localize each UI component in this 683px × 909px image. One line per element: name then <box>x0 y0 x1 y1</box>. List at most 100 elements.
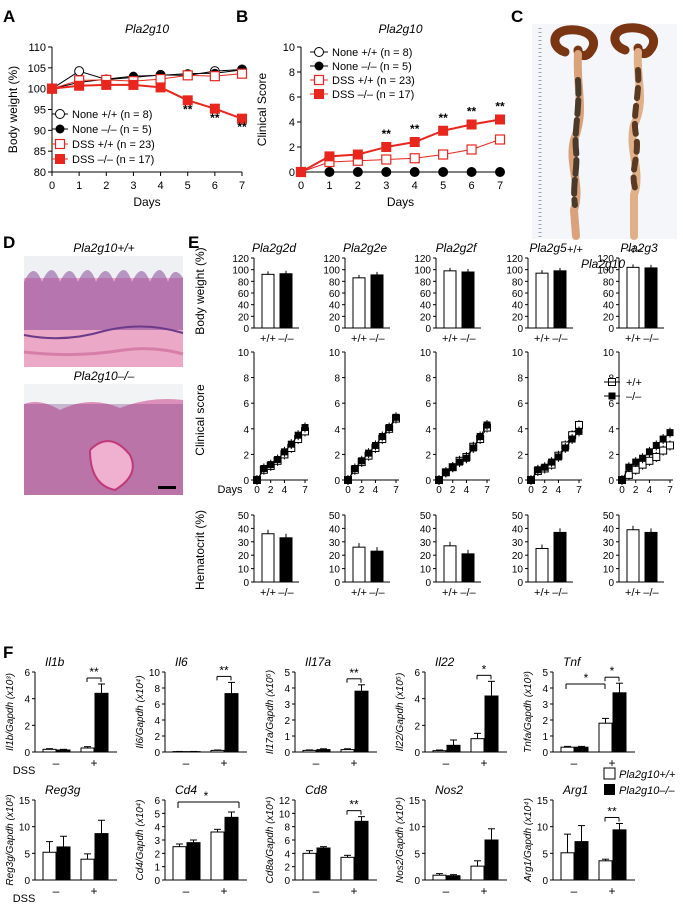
e-cs-point <box>378 432 386 440</box>
e-bw-tick-label: 40 <box>512 301 524 312</box>
legend-marker <box>314 61 324 71</box>
e-gene-title: Pla2g5 <box>529 241 567 255</box>
f-row2-tick-label: 6 <box>154 796 160 807</box>
e-cs-tick-label: 2 <box>517 450 523 461</box>
legend-marker <box>54 138 66 150</box>
panel-a-y-tick-label: 85 <box>34 146 46 158</box>
e-cs-point <box>462 454 470 462</box>
f-row2-bar <box>316 847 331 881</box>
e-cs-point <box>631 465 640 474</box>
f-row1-gene-title: Il22 <box>435 655 455 669</box>
f-row2-dss-group-label: + <box>480 884 487 898</box>
panel-b-x-tick-label: 2 <box>355 180 361 192</box>
f-row1-tick-label: 5 <box>542 668 548 679</box>
e-cs-x-tick-label: 0 <box>619 485 625 496</box>
e-hct-tick-label: 0 <box>517 578 523 589</box>
f-row1-bar <box>560 746 575 753</box>
e-cs-point <box>575 427 583 435</box>
f-row2-bar <box>186 842 201 881</box>
f-row1-significance2: * <box>584 671 589 685</box>
e-cs-tick-label: 4 <box>334 425 340 436</box>
panel-a-y-tick-label: 100 <box>28 84 46 96</box>
e-hct-tick-label: 0 <box>608 578 614 589</box>
panel-b-y-tick-label: 0 <box>289 167 295 179</box>
f-row1-tick-label: 3 <box>542 700 548 711</box>
e-cs-point <box>371 441 379 449</box>
f-row2-bar <box>42 851 57 881</box>
legend-label-a: None +/+ (n = 8) <box>72 109 152 121</box>
f-row2-bar <box>432 874 447 881</box>
e-genotype-label: +/+ <box>351 333 367 345</box>
panel-b-y-axis-label: Clinical Score <box>255 72 269 146</box>
e-bw-tick-label: 0 <box>425 324 431 335</box>
legend-label-b: DSS +/+ (n = 23) <box>332 75 415 87</box>
legend-label-b: None +/+ (n = 8) <box>332 47 412 59</box>
e-cs-x-tick-label: 0 <box>528 485 534 496</box>
panel-b-x-tick-label: 4 <box>412 180 418 192</box>
panel-label-b: B <box>236 7 248 26</box>
e-cs-tick-label: 10 <box>512 348 524 359</box>
f-row1-tick-label: 2 <box>154 732 160 743</box>
e-genotype-label: +/+ <box>351 587 367 599</box>
f-row2-tick-label: 5 <box>154 809 160 820</box>
e-cs-point <box>392 413 400 421</box>
e-bw-tick-label: 80 <box>238 277 250 288</box>
e-cs-point <box>442 468 450 476</box>
e-hct-tick-label: 20 <box>603 551 615 562</box>
e-bw-bar <box>279 273 293 329</box>
panel-a-data-point <box>128 79 139 90</box>
e-bw-tick-label: 100 <box>414 266 431 277</box>
e-bw-tick-label: 80 <box>420 277 432 288</box>
colon-label-ko: –/– <box>626 244 642 256</box>
f-row2-dss-group-label: – <box>571 884 578 898</box>
histology-label-wt: Pla2g10+/+ <box>73 241 134 255</box>
e-cs-tick-label: 2 <box>243 450 249 461</box>
panel-label-a: A <box>3 7 15 26</box>
legend-marker <box>314 47 324 57</box>
e-cs-tick-label: 10 <box>603 348 615 359</box>
e-bw-tick-label: 60 <box>603 289 615 300</box>
e-bw-bar <box>461 271 475 329</box>
panel-a-x-tick-label: 4 <box>158 180 164 192</box>
f-row1-tick-label: 0 <box>542 748 548 759</box>
e-genotype-label: +/+ <box>534 333 550 345</box>
e-cs-x-tick-label: 7 <box>393 485 399 496</box>
panel-a-data-point <box>155 73 166 85</box>
panel-a-x-axis-label: Days <box>133 195 160 209</box>
f-row1-bar <box>446 744 461 753</box>
e-bw-bar <box>626 266 640 329</box>
e-bw-tick-label: 0 <box>243 324 249 335</box>
f-row2-dss-group-label: – <box>53 884 60 898</box>
f-row1-tick-label: 0 <box>24 748 30 759</box>
panel-a-significance: ** <box>237 120 247 134</box>
panel-b-data-point <box>466 119 477 130</box>
e-cs-tick-label: 8 <box>243 374 249 385</box>
e-bw-tick-label: 80 <box>603 277 615 288</box>
panel-b-data-point <box>410 167 420 177</box>
e-genotype-label: –/– <box>369 333 385 345</box>
e-bw-bar <box>352 277 366 329</box>
e-cs-x-tick-label: 2 <box>450 485 456 496</box>
panel-b-data-point <box>409 137 420 147</box>
panel-a-data-point <box>74 80 85 91</box>
f-row2-tick-label: 10 <box>279 809 291 820</box>
f-row1-dss-group-label: – <box>443 756 450 770</box>
e-bw-tick-label: 40 <box>603 301 615 312</box>
panel-a-y-tick-label: 105 <box>28 63 46 75</box>
panel-a-y-tick-label: 110 <box>28 42 46 54</box>
e-bw-bar <box>535 272 549 329</box>
e-cs-tick-label: 0 <box>517 476 523 487</box>
f-row1-bar <box>56 749 71 753</box>
f-row2-dss-group-label: + <box>90 884 97 898</box>
e-hct-tick-label: 10 <box>329 565 341 576</box>
legend-marker <box>55 124 65 134</box>
panel-b-x-tick-label: 3 <box>383 180 389 192</box>
e-bw-bar <box>553 270 567 329</box>
f-row2-tick-label: 5 <box>24 849 30 860</box>
panel-a-x-tick-label: 3 <box>130 180 136 192</box>
f-row2-tick-label: 4 <box>284 849 290 860</box>
e-cs-tick-label: 0 <box>334 476 340 487</box>
panel-b-significance: ** <box>410 122 420 136</box>
e-cs-point <box>645 448 653 456</box>
